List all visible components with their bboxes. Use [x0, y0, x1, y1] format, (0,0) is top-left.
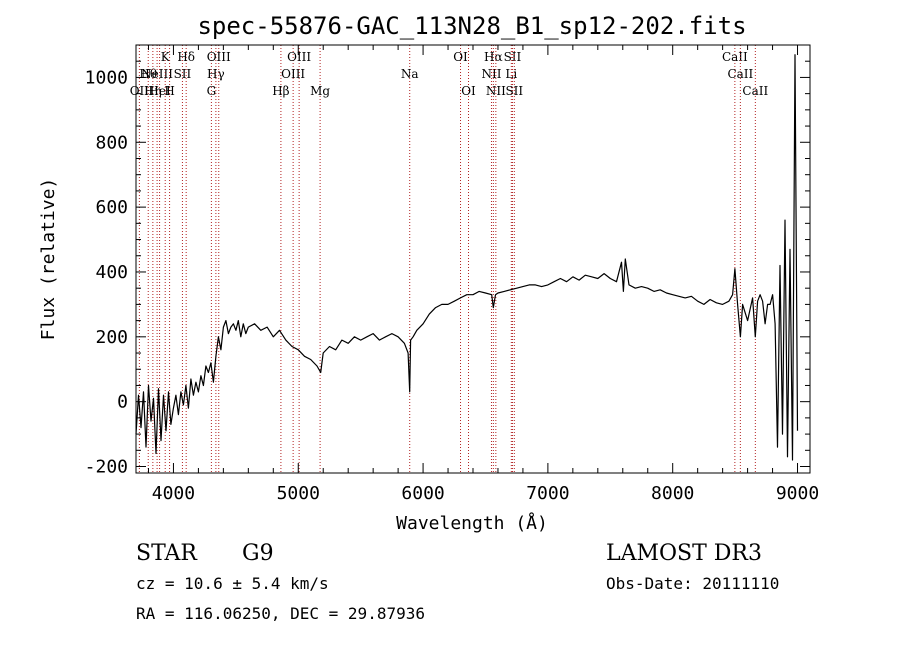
line-marker-label: CaII — [727, 67, 753, 81]
y-axis-label: Flux (relative) — [38, 178, 59, 341]
x-tick-label: 6000 — [401, 483, 444, 504]
line-marker-label: NeIII — [141, 67, 173, 81]
line-marker-label: K — [161, 50, 171, 64]
cz-label: cz = 10.6 ± 5.4 km/s — [136, 574, 329, 593]
subclass-label: G9 — [242, 541, 274, 566]
line-marker-label: Na — [401, 67, 419, 81]
x-tick-label: 5000 — [277, 483, 320, 504]
radec-label: RA = 116.06250, DEC = 29.87936 — [136, 604, 425, 623]
y-tick-label: -200 — [85, 457, 128, 478]
line-marker-label: NII — [486, 84, 506, 98]
line-marker-label: Hδ — [177, 50, 195, 64]
line-marker-label: OIII — [281, 67, 305, 81]
line-marker-label: SII — [505, 84, 523, 98]
line-marker-label: Hα — [484, 50, 503, 64]
line-marker-label: G — [207, 84, 217, 98]
spectrum-series — [135, 54, 799, 461]
x-tick-label: 9000 — [776, 483, 819, 504]
class-label: STAR — [136, 541, 198, 566]
line-marker-label: OI — [453, 50, 468, 64]
line-marker-label: CaII — [742, 84, 768, 98]
spectrum-line — [135, 54, 799, 461]
line-marker-label: Hβ — [272, 84, 289, 98]
line-marker-label: SII — [174, 67, 192, 81]
x-tick-label: 4000 — [152, 483, 195, 504]
x-axis-label: Wavelength (Å) — [396, 512, 548, 534]
chart-title: spec-55876-GAC_113N28_B1_sp12-202.fits — [197, 12, 746, 40]
x-tick-label: 7000 — [526, 483, 569, 504]
y-tick-label: 800 — [95, 132, 128, 153]
line-marker-label: Hγ — [207, 67, 225, 81]
line-marker-label: SII — [504, 50, 522, 64]
y-tick-label: 0 — [117, 392, 128, 413]
line-marker-label: OIII — [287, 50, 311, 64]
y-tick-label: 400 — [95, 262, 128, 283]
line-marker-label: Li — [505, 67, 517, 81]
line-markers: OIIHθHηNeIIIHeIKHSIIHδGHγOIIIHβOIIIOIIIM… — [130, 45, 768, 473]
line-marker-label: Mg — [310, 84, 330, 98]
line-marker-label: OI — [461, 84, 476, 98]
x-tick-label: 8000 — [651, 483, 694, 504]
axis-ticks: 4000 5000 6000 7000 8000 9000 -200 0 200 400 600 80… — [85, 44, 819, 504]
line-marker-label: OII — [130, 84, 150, 98]
plot-frame — [135, 44, 811, 474]
survey-label: LAMOST DR3 — [606, 541, 762, 566]
line-marker-label: NII — [481, 67, 501, 81]
line-marker-label: H — [164, 84, 174, 98]
y-tick-label: 1000 — [85, 67, 128, 88]
line-marker-label: CaII — [722, 50, 748, 64]
line-marker-label: OIII — [207, 50, 231, 64]
y-tick-label: 600 — [95, 197, 128, 218]
obs-date-label: Obs-Date: 20111110 — [606, 574, 779, 593]
y-tick-label: 200 — [95, 327, 128, 348]
